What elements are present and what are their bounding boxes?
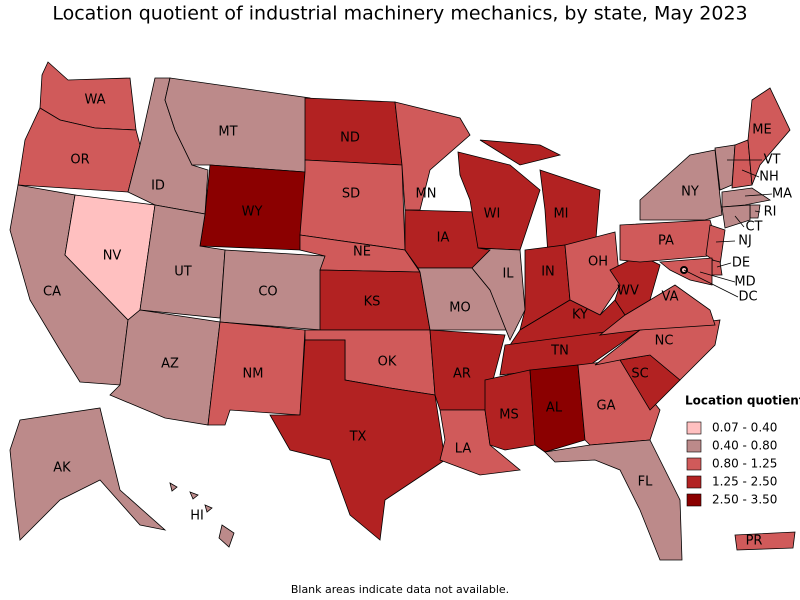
state-shape (189, 491, 199, 500)
state-label: MA (772, 187, 792, 202)
state-shape (9, 407, 167, 541)
legend-label: 0.80 - 1.25 (712, 457, 777, 471)
state-label: MO (449, 301, 470, 316)
state-label: NE (353, 245, 371, 260)
state-shape (269, 339, 446, 541)
state-shape (529, 364, 586, 453)
state-label: DE (732, 256, 750, 271)
state-label: FL (638, 475, 653, 490)
state-label: MT (218, 125, 237, 140)
state-label: MN (416, 187, 437, 202)
state-label: AL (546, 401, 563, 416)
state-label: KS (364, 295, 381, 310)
state-label: MD (734, 275, 755, 290)
state-label: CO (258, 285, 277, 300)
state-label: IA (437, 231, 450, 246)
state-label: OK (378, 355, 397, 370)
legend-swatch (686, 493, 702, 507)
state-label: WY (242, 205, 263, 220)
state-shape (299, 159, 406, 251)
state-label: WI (484, 207, 501, 222)
state-shape (169, 482, 178, 492)
state-label: VA (662, 290, 679, 305)
state-label: LA (455, 442, 472, 457)
leader-line (734, 215, 745, 228)
legend-swatch (686, 457, 702, 471)
state-label: IN (541, 265, 555, 280)
state-label: NH (759, 170, 779, 185)
state-label: PA (658, 234, 674, 249)
state-shape (204, 504, 213, 513)
state-label: ND (340, 131, 360, 146)
note: Blank areas indicate data not available. (291, 583, 509, 596)
state-label: WA (84, 93, 105, 108)
state-shape (544, 439, 683, 561)
leader-line (715, 240, 736, 243)
leader-line (683, 269, 739, 298)
leader-line (716, 262, 732, 268)
legend-swatch (686, 439, 702, 453)
state-label: ME (752, 123, 771, 138)
state-label: AZ (161, 357, 179, 372)
state-label: AR (453, 367, 471, 382)
leader-line (699, 271, 736, 283)
state-shape (564, 231, 621, 316)
state-label: NY (681, 185, 699, 200)
state-label: TN (550, 344, 569, 359)
state-label: CA (43, 285, 61, 300)
legend-label: 0.40 - 0.80 (712, 439, 777, 453)
state-label: NM (243, 367, 264, 382)
state-label: IL (502, 267, 514, 282)
state-label: NJ (738, 234, 752, 249)
state-shape (721, 187, 772, 208)
state-shape (639, 149, 723, 221)
state-shape (471, 247, 526, 341)
state-label: SC (631, 367, 648, 382)
map-title: Location quotient of industrial machiner… (52, 3, 747, 25)
state-shape (619, 219, 721, 263)
legend-swatch (686, 421, 702, 435)
state-label: HI (190, 509, 204, 524)
state-shape (734, 531, 796, 551)
state-label: DC (738, 290, 757, 305)
state-shape (218, 524, 235, 548)
state-label: UT (174, 265, 192, 280)
state-shape (479, 139, 562, 166)
state-label: KY (572, 308, 588, 323)
state-label: RI (764, 205, 777, 220)
state-label: NV (103, 249, 122, 264)
state-label: MI (553, 207, 568, 222)
state-shape (747, 87, 791, 186)
state-label: PR (746, 534, 763, 549)
state-labels: WA OR CA NV ID MT WY UT CO AZ NM ND SD NE KS OK TX MN IA MO… (43, 93, 792, 549)
state-label: OR (70, 153, 89, 168)
state-shape (499, 329, 642, 376)
state-label: CT (745, 220, 762, 235)
state-label: WV (617, 284, 639, 299)
state-shape (394, 101, 471, 211)
legend-swatch (686, 475, 702, 489)
leader-line (744, 193, 773, 197)
legend: 0.07 - 0.40 0.40 - 0.80 0.80 - 1.25 1.25 - … (686, 421, 777, 507)
state-label: VT (764, 153, 781, 168)
legend-label: 1.25 - 2.50 (712, 475, 777, 489)
state-label: GA (597, 399, 616, 414)
legend-label: 2.50 - 3.50 (712, 493, 777, 507)
state-shape (199, 164, 306, 251)
leader-line (741, 169, 760, 178)
state-label: AK (53, 461, 71, 476)
state-label: NC (655, 334, 674, 349)
state-label: SD (342, 187, 360, 202)
states (9, 61, 796, 561)
leader-line (754, 210, 761, 213)
state-shape (721, 204, 751, 229)
legend-label: 0.07 - 0.40 (712, 421, 777, 435)
state-label: TX (349, 430, 367, 445)
legend-title: Location quotient (685, 394, 800, 408)
state-label: OH (588, 255, 608, 270)
state-label: MS (499, 408, 518, 423)
state-label: ID (151, 179, 165, 194)
